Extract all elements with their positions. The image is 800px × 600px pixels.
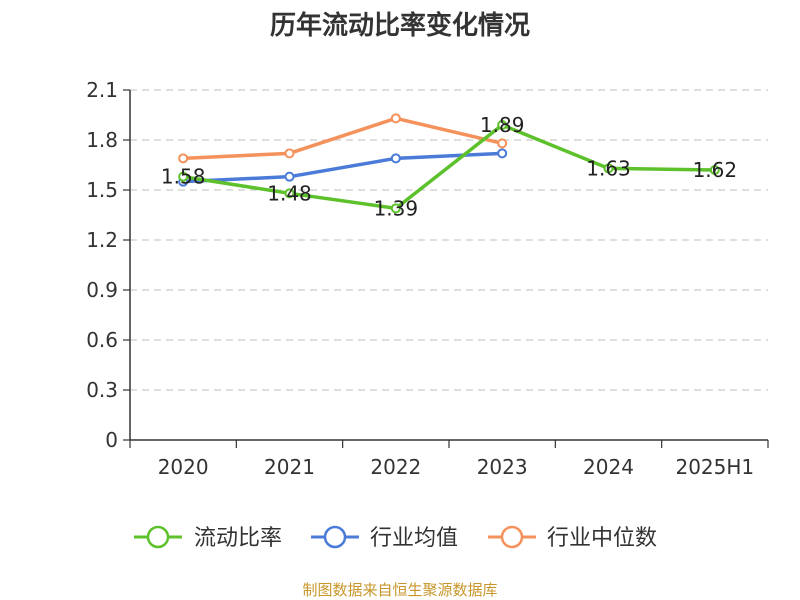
data-point	[284, 188, 295, 199]
y-tick-label: 2.1	[86, 78, 118, 102]
data-point	[497, 148, 508, 159]
x-tick-label: 2021	[264, 455, 315, 479]
data-label: 1.63	[586, 156, 631, 180]
data-point	[497, 120, 508, 130]
y-tick-label: 1.2	[86, 228, 118, 252]
data-point	[390, 203, 401, 214]
data-label: 1.58	[161, 165, 206, 189]
legend-item-1[interactable]: 行业均值	[311, 525, 458, 551]
grid-lines	[130, 89, 768, 391]
data-labels: 1.58 1.48 1.39 1.89 1.63 1.62	[161, 113, 737, 220]
data-point	[390, 153, 401, 164]
x-tick-label: 2024	[583, 455, 634, 479]
data-label: 1.62	[693, 158, 738, 182]
data-label: 1.39	[374, 196, 419, 220]
data-point	[497, 138, 508, 149]
data-point	[284, 171, 295, 182]
chart-title: 历年流动比率变化情况	[270, 10, 530, 41]
axes: 0 0.3 0.6 0.9 1.2 1.5 1.8 2.1 2020 2021 2022 2023 20…	[86, 78, 769, 479]
legend-marker	[323, 525, 347, 549]
y-tick-label: 0	[105, 428, 118, 452]
source-note: 制图数据来自恒生聚源数据库	[302, 581, 497, 599]
data-label: 1.48	[267, 181, 312, 205]
data-point	[178, 153, 189, 164]
data-point	[390, 113, 401, 124]
data-point	[284, 148, 295, 159]
x-tick-label: 2025H1	[675, 455, 754, 479]
x-tick-label: 2023	[477, 455, 528, 479]
series-line-0	[181, 123, 717, 211]
legend-label: 流动比率	[194, 526, 282, 551]
y-tick-label: 0.9	[86, 278, 118, 302]
y-tick-label: 1.8	[86, 128, 118, 152]
data-label: 1.89	[480, 113, 525, 137]
legend-item-0[interactable]: 流动比率	[134, 525, 282, 551]
series-line-2	[181, 116, 504, 161]
data-point	[178, 171, 189, 182]
y-tick-label: 0.6	[86, 328, 118, 352]
legend: 流动比率 行业均值 行业中位数	[134, 525, 657, 551]
legend-marker	[146, 525, 170, 549]
legend-item-2[interactable]: 行业中位数	[488, 525, 657, 551]
y-tick-label: 0.3	[86, 378, 118, 402]
x-tick-label: 2022	[370, 455, 421, 479]
data-point	[709, 165, 720, 175]
x-tick-label: 2020	[158, 455, 209, 479]
legend-label: 行业均值	[370, 526, 458, 551]
series-line-1	[181, 151, 504, 184]
y-tick-label: 1.5	[86, 178, 118, 202]
data-point	[603, 163, 614, 174]
series-lines	[178, 113, 720, 214]
legend-label: 行业中位数	[547, 526, 657, 551]
legend-marker	[500, 525, 524, 549]
